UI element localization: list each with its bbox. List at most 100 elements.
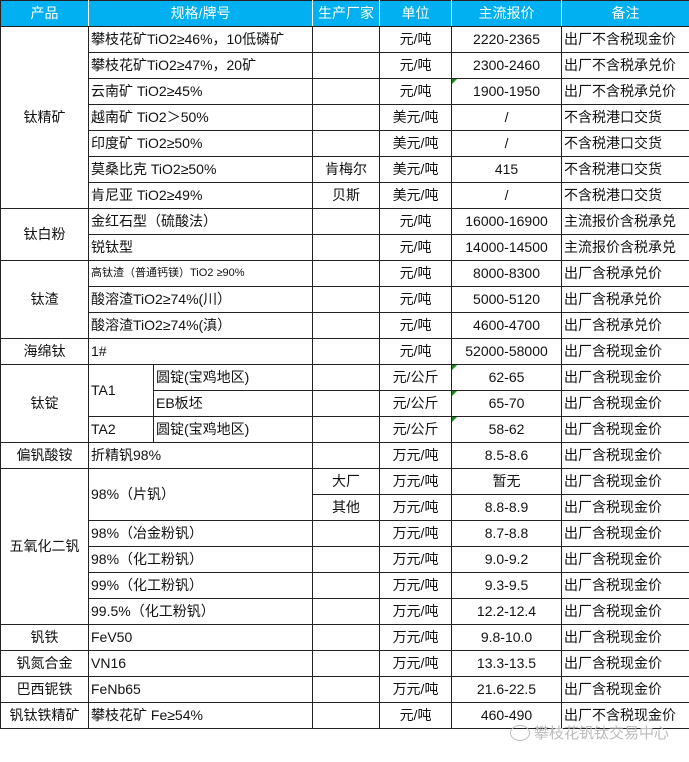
table-row: 钛渣 高钛渣（普通钙镁）TiO2 ≥90% 元/吨 8000-8300 出厂含税承兑价 xyxy=(0,260,689,339)
product-cell: 五氧化二钒 xyxy=(0,468,89,625)
header-spec: 规格/牌号 xyxy=(87,0,314,27)
spec-cell: 99%（化工粉钒） xyxy=(87,572,314,599)
note-cell: 出厂不含税现金价 xyxy=(561,26,689,53)
table-row: 钛白粉 金红石型（硫酸法） 元/吨 16000-16900 主流报价含税承兑 xyxy=(0,208,689,261)
note-cell: 出厂含税承兑价 xyxy=(561,312,689,339)
maker-cell xyxy=(312,26,381,53)
price-cell: 21.6-22.5 xyxy=(451,676,563,703)
product-cell: 钛渣 xyxy=(0,260,89,339)
price-cell: 暂无 xyxy=(451,468,563,495)
price-table: 产品 规格/牌号 生产厂家 单位 主流报价 备注 钛精矿 攀枝花矿TiO2≥46%… xyxy=(0,0,689,729)
maker-cell xyxy=(312,702,381,729)
unit-cell: 万元/吨 xyxy=(379,676,453,703)
unit-cell: 元/吨 xyxy=(379,338,453,365)
table-row: 海绵钛 1# 元/吨 52000-58000 出厂含税现金价 xyxy=(0,338,689,365)
price-cell: 8.5-8.6 xyxy=(451,442,563,469)
price-cell: 62-65 xyxy=(451,364,563,391)
maker-cell xyxy=(312,234,381,261)
maker-cell xyxy=(312,572,381,599)
header-maker: 生产厂家 xyxy=(312,0,381,27)
table-row: 莫桑比克 TiO2≥50% 肯梅尔 美元/吨 415 不含税港口交货 xyxy=(1,156,689,183)
grade-cell: TA2 xyxy=(88,416,154,443)
note-cell: 出厂不含税现金价 xyxy=(561,702,689,729)
price-cell: 8.7-8.8 xyxy=(451,520,563,547)
spec-cell: 印度矿 TiO2≥50% xyxy=(87,130,314,157)
unit-cell: 万元/吨 xyxy=(379,650,453,677)
spec-cell: 高钛渣（普通钙镁）TiO2 ≥90% xyxy=(87,260,314,287)
spec-cell: FeNb65 xyxy=(87,676,314,703)
table-row: 巴西铌铁 FeNb65 万元/吨 21.6-22.5 出厂含税现金价 xyxy=(0,676,689,703)
note-cell: 出厂含税承兑价 xyxy=(561,286,689,313)
spec-cell: FeV50 xyxy=(87,624,314,651)
unit-cell: 元/吨 xyxy=(379,260,453,287)
unit-cell: 美元/吨 xyxy=(379,130,453,157)
price-cell: / xyxy=(451,104,563,131)
maker-cell xyxy=(312,130,381,157)
table-row: 酸溶渣TiO2≥74%(滇） 元/吨 4600-4700 出厂含税承兑价 xyxy=(1,312,689,339)
price-cell: 460-490 xyxy=(451,702,563,729)
unit-cell: 美元/吨 xyxy=(379,182,453,209)
note-cell: 出厂含税现金价 xyxy=(561,650,689,677)
product-cell: 钛白粉 xyxy=(0,208,89,261)
watermark: 攀枝花钒钛交易中心 xyxy=(510,722,669,743)
unit-cell: 元/吨 xyxy=(379,312,453,339)
price-cell: 1900-1950 xyxy=(451,78,563,105)
price-cell: 9.0-9.2 xyxy=(451,546,563,573)
maker-cell xyxy=(312,78,381,105)
maker-cell xyxy=(312,260,381,287)
maker-cell xyxy=(312,442,381,469)
price-cell: / xyxy=(451,130,563,157)
wechat-icon xyxy=(510,724,530,741)
unit-cell: 万元/吨 xyxy=(379,624,453,651)
note-cell: 出厂含税现金价 xyxy=(561,468,689,495)
note-cell: 出厂含税承兑价 xyxy=(561,260,689,287)
unit-cell: 万元/吨 xyxy=(379,468,453,495)
table-body: 钛精矿 攀枝花矿TiO2≥46%，10低磷矿 元/吨 2220-2365 出厂不含税现金… xyxy=(0,26,689,729)
price-cell: 52000-58000 xyxy=(451,338,563,365)
note-cell: 出厂含税现金价 xyxy=(561,572,689,599)
spec-cell: 锐钛型 xyxy=(87,234,314,261)
table-row: TA2 圆锭(宝鸡地区) 元/公斤 58-62 出厂含税现金价 xyxy=(1,416,689,443)
maker-cell xyxy=(312,52,381,79)
table-row: 五氧化二钒 98%（片钒） 大厂 万元/吨 暂无 出厂含税现金价 xyxy=(0,468,689,625)
unit-cell: 万元/吨 xyxy=(379,598,453,625)
maker-cell xyxy=(312,286,381,313)
price-cell: 5000-5120 xyxy=(451,286,563,313)
maker-cell xyxy=(312,598,381,625)
spec-cell: 99.5%（化工粉钒） xyxy=(87,598,314,625)
table-row: 钒铁 FeV50 万元/吨 9.8-10.0 出厂含税现金价 xyxy=(0,624,689,651)
price-cell: 9.8-10.0 xyxy=(451,624,563,651)
unit-cell: 万元/吨 xyxy=(379,520,453,547)
table-row: 99.5%（化工粉钒） 万元/吨 12.2-12.4 出厂含税现金价 xyxy=(1,598,689,625)
maker-cell: 贝斯 xyxy=(312,182,381,209)
unit-cell: 元/吨 xyxy=(379,26,453,53)
note-cell: 出厂含税现金价 xyxy=(561,390,689,417)
table-row: 钒钛铁精矿 攀枝花矿 Fe≥54% 元/吨 460-490 出厂不含税现金价 xyxy=(0,702,689,729)
unit-cell: 元/吨 xyxy=(379,208,453,235)
unit-cell: 美元/吨 xyxy=(379,104,453,131)
note-cell: 出厂含税现金价 xyxy=(561,416,689,443)
note-cell: 不含税港口交货 xyxy=(561,104,689,131)
maker-cell xyxy=(312,546,381,573)
note-cell: 出厂含税现金价 xyxy=(561,598,689,625)
spec-cell: 折精钒98% xyxy=(87,442,314,469)
unit-cell: 元/吨 xyxy=(379,286,453,313)
spec-cell: VN16 xyxy=(87,650,314,677)
table-row: 钛精矿 攀枝花矿TiO2≥46%，10低磷矿 元/吨 2220-2365 出厂不含税现金… xyxy=(0,26,689,209)
maker-cell xyxy=(312,416,381,443)
note-cell: 出厂含税现金价 xyxy=(561,546,689,573)
header-product: 产品 xyxy=(0,0,89,27)
unit-cell: 元/公斤 xyxy=(379,416,453,443)
unit-cell: 万元/吨 xyxy=(379,494,453,521)
table-row: 云南矿 TiO2≥45% 元/吨 1900-1950 出厂不含税承兑价 xyxy=(1,78,689,105)
table-row: 锐钛型 元/吨 14000-14500 主流报价含税承兑 xyxy=(1,234,689,261)
form-cell: 圆锭(宝鸡地区) xyxy=(152,364,314,391)
maker-cell xyxy=(312,650,381,677)
note-cell: 出厂含税现金价 xyxy=(561,338,689,365)
note-cell: 出厂不含税承兑价 xyxy=(561,52,689,79)
product-cell: 钛精矿 xyxy=(0,26,89,209)
note-cell: 出厂含税现金价 xyxy=(561,520,689,547)
price-cell: 12.2-12.4 xyxy=(451,598,563,625)
price-cell: 14000-14500 xyxy=(451,234,563,261)
spec-cell: 攀枝花矿TiO2≥46%，10低磷矿 xyxy=(87,26,314,53)
